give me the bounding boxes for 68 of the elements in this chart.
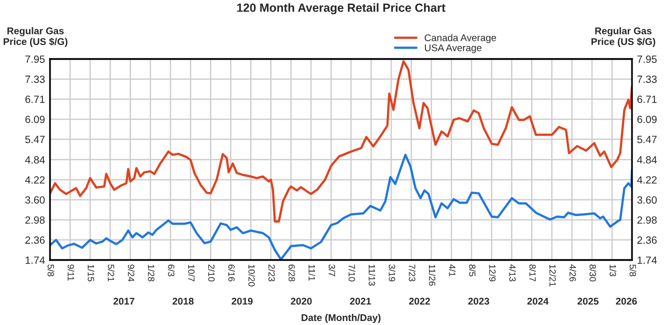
y2-tick-label: 7.33 [637,76,657,83]
x2-tick-label: 2020 [290,298,312,305]
x-tick-label: 8/17 [529,264,536,282]
x-tick-label: 1/28 [148,264,155,282]
x-tick-label: 7/23 [408,264,416,282]
legend-label: Canada Average [424,34,496,44]
x2-tick-label: 2024 [527,298,549,305]
x-tick-label: 1/15 [88,264,94,282]
x-tick-label: 4/1 [449,264,456,276]
y-tick-label: 7.95 [25,56,45,63]
x2-tick-label: 2025 [578,298,599,305]
x-tick-label: 5/8 [48,264,54,276]
y-tick-label: 2.98 [25,216,45,224]
x2-tick-label: 2022 [409,298,430,305]
y-axis-title: Regular Gas Price (US $/G) [4,27,68,47]
y2-tick-label: 6.71 [637,96,657,104]
y-tick-label: 5.47 [25,136,45,144]
x-tick-label: 3/19 [388,264,396,282]
x-tick-label: 12/21 [549,264,556,286]
y2-tick-label: 6.09 [637,116,657,124]
x-tick-label: 5/21 [108,264,114,282]
y-tick-label: 4.22 [25,176,45,184]
x-tick-label: 6/3 [168,264,175,276]
y2-axis-title: Regular Gas Price (US $/G) [592,27,656,47]
x-axis-title: Date (Month/Day) [302,314,380,323]
y-tick-label: 6.09 [25,116,45,124]
y2-tick-label: 2.36 [637,236,657,244]
x-tick-label: 3/7 [328,264,336,276]
y2-tick-label: 7.95 [637,56,657,63]
x-tick-label: 5/8 [630,264,636,276]
y-tick-label: 2.36 [25,236,45,244]
y-tick-label: 4.84 [25,156,45,164]
x-tick-label: 7/10 [348,264,356,282]
x-tick-label: 11/26 [428,264,436,286]
legend-label: USA Average [424,44,482,54]
y2-tick-label: 4.22 [637,176,657,184]
y2-tick-label: 4.84 [637,156,657,164]
y-tick-label: 6.71 [25,96,45,104]
x2-tick-label: 2018 [172,298,194,305]
y2-tick-label: 2.98 [637,216,657,224]
x-tick-label: 6/28 [288,264,296,282]
x-tick-label: 6/16 [228,264,235,282]
y2-tick-label: 1.74 [638,256,657,264]
x-tick-label: 9/24 [128,264,135,282]
x2-tick-label: 2017 [113,298,134,305]
x-tick-label: 1/3 [610,264,616,276]
x2-tick-label: 2023 [468,298,490,305]
x-tick-label: 12/9 [489,264,496,282]
x2-tick-label: 2026 [616,298,637,305]
chart-title: 120 Month Average Retail Price Chart [237,3,446,14]
x2-tick-label: 2019 [232,298,253,305]
x-tick-label: 10/7 [188,264,195,282]
y-tick-label: 7.33 [25,76,45,83]
x2-tick-label: 2021 [350,298,371,305]
x-tick-label: 4/26 [569,264,576,282]
x-tick-label: 2/23 [268,264,276,282]
x-tick-label: 11/13 [368,264,376,286]
x-tick-label: 8/5 [469,264,476,276]
y2-tick-label: 5.47 [637,136,657,144]
x-tick-label: 11/1 [308,264,316,281]
y-tick-label: 1.74 [26,256,45,264]
x-tick-label: 8/30 [590,264,596,282]
x-tick-label: 4/13 [509,264,516,282]
y2-tick-label: 3.60 [637,196,657,204]
y-tick-label: 3.60 [25,196,45,204]
x-tick-label: 2/10 [208,264,215,282]
x-tick-label: 9/11 [68,264,74,281]
x-tick-label: 10/20 [248,264,256,286]
